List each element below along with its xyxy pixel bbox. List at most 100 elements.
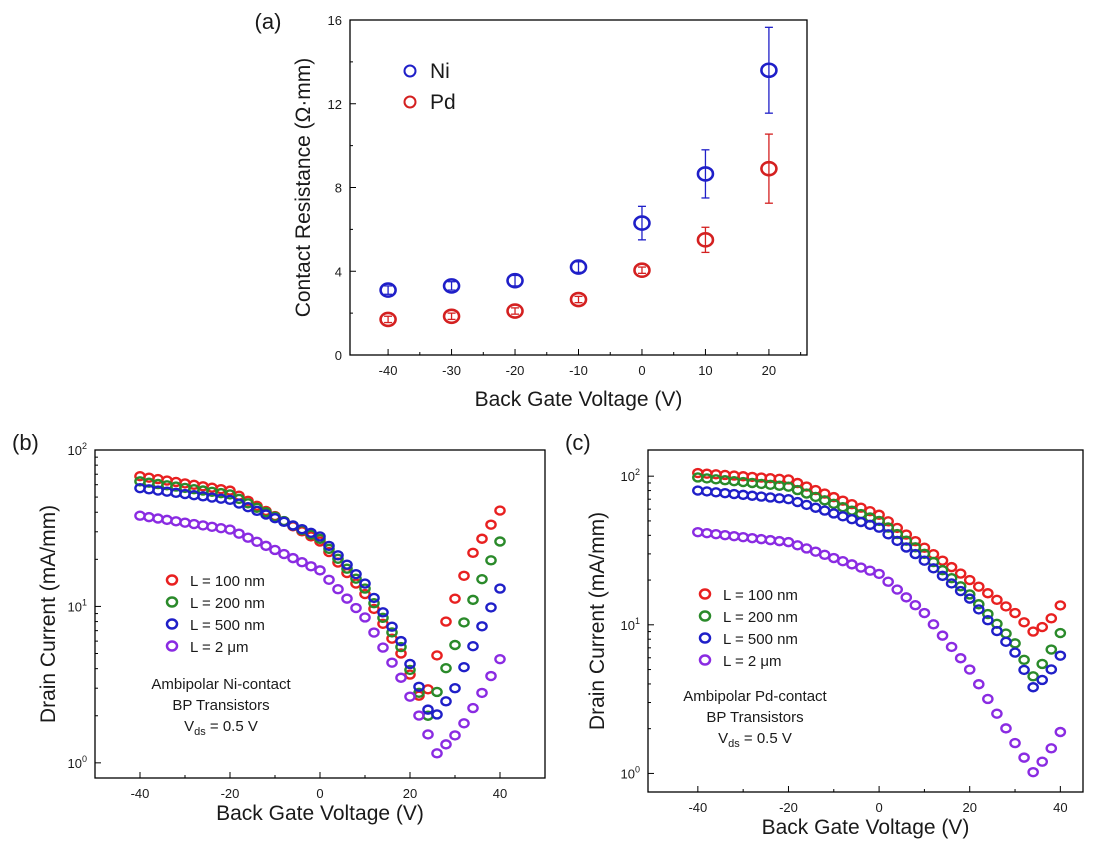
data-point	[467, 594, 479, 606]
data-point	[719, 487, 731, 499]
data-point-pd	[442, 308, 461, 325]
data-point	[791, 496, 804, 508]
data-point	[764, 479, 777, 491]
data-point	[1027, 626, 1039, 637]
data-point	[170, 516, 182, 527]
x-tick-label: -10	[569, 363, 588, 378]
data-point	[773, 493, 786, 504]
legend-marker	[165, 640, 179, 652]
data-point	[809, 546, 822, 557]
legend-label: L = 2 μm	[190, 639, 249, 656]
data-point	[494, 583, 506, 594]
plot-frame	[94, 449, 546, 779]
data-point	[855, 516, 867, 528]
data-point	[818, 495, 831, 506]
data-point	[728, 530, 740, 542]
y-tick-label: 101	[621, 616, 640, 633]
data-point	[431, 748, 443, 759]
data-point	[449, 730, 461, 741]
data-point	[440, 696, 452, 707]
data-point	[179, 517, 191, 528]
data-point	[224, 489, 236, 500]
legend-label: L = 100 nm	[723, 587, 798, 604]
data-point	[350, 573, 362, 584]
y-axis-label: Drain Current (mA/mm)	[586, 512, 609, 730]
data-point	[152, 513, 164, 524]
data-point	[882, 576, 894, 587]
data-point	[982, 588, 994, 599]
data-point	[909, 548, 922, 560]
legend-marker	[698, 632, 712, 644]
data-point	[1000, 723, 1012, 734]
y-axis-label: Contact Resistance (Ω·mm)	[292, 58, 315, 318]
panel-b-chart: -40 -20 0 20 40 100 101 102 Back Gate Voltage (V…	[12, 430, 546, 825]
data-point	[1027, 766, 1039, 778]
data-point	[476, 573, 488, 585]
data-point	[377, 642, 389, 653]
data-point	[1054, 600, 1067, 611]
data-point	[161, 514, 173, 526]
data-point	[773, 535, 786, 547]
data-point	[467, 640, 479, 652]
x-tick-label: -40	[131, 786, 150, 801]
data-point	[764, 534, 777, 546]
data-point	[197, 520, 209, 531]
data-point	[945, 641, 958, 653]
x-tick-label: -30	[442, 363, 461, 378]
data-point	[233, 498, 245, 509]
data-point	[386, 621, 398, 632]
data-point	[1027, 682, 1039, 693]
legend-label: Ni	[430, 60, 450, 83]
data-point	[188, 489, 200, 501]
data-point	[728, 488, 740, 500]
panel-a-chart: -40 -30 -20 -10 0 10 20 0 4 8 12 16 Back Gate Voltag…	[255, 9, 808, 411]
panel-label: (b)	[12, 430, 39, 455]
data-point	[936, 570, 949, 582]
data-point	[485, 670, 497, 682]
data-point	[224, 524, 236, 535]
legend-marker	[698, 588, 712, 600]
data-point	[1000, 628, 1012, 639]
legend-label: L = 200 nm	[723, 609, 798, 626]
data-point	[359, 578, 371, 589]
y-tick-label: 12	[328, 97, 342, 112]
data-point	[1045, 743, 1058, 754]
data-point	[1009, 737, 1021, 749]
data-point	[143, 484, 155, 495]
panel-c-chart: -40 -20 0 20 40 100 101 102 Back Gate Voltage (V…	[565, 430, 1084, 839]
data-point	[260, 509, 272, 520]
data-point	[368, 627, 380, 638]
data-point	[963, 589, 976, 600]
x-tick-label: 10	[698, 363, 712, 378]
panel-label: (a)	[255, 9, 282, 34]
data-point	[476, 533, 488, 544]
data-point	[954, 568, 967, 579]
data-point	[1054, 650, 1067, 661]
data-point	[827, 552, 840, 564]
data-point-ni	[379, 282, 397, 298]
data-point	[1018, 664, 1030, 676]
data-point-pd	[696, 232, 715, 248]
data-point	[269, 544, 281, 556]
annotation-line-1: Ambipolar Ni-contact	[151, 676, 291, 693]
legend-label: L = 200 nm	[190, 595, 265, 612]
y-tick-label: 101	[68, 597, 87, 614]
data-point	[719, 529, 731, 541]
data-point	[737, 531, 749, 543]
data-point	[395, 672, 407, 683]
data-point	[404, 658, 416, 670]
data-point	[215, 493, 227, 504]
data-point	[737, 489, 749, 501]
data-point	[368, 592, 380, 604]
data-point	[945, 561, 958, 573]
data-point	[1018, 617, 1030, 628]
data-point	[918, 555, 931, 566]
data-point	[494, 653, 506, 665]
data-point	[314, 565, 326, 576]
annotation-line-2: BP Transistors	[706, 709, 803, 726]
legend-marker	[403, 64, 417, 78]
data-point	[458, 617, 470, 628]
data-point	[143, 511, 155, 523]
data-point	[963, 593, 976, 604]
data-point	[386, 627, 398, 638]
